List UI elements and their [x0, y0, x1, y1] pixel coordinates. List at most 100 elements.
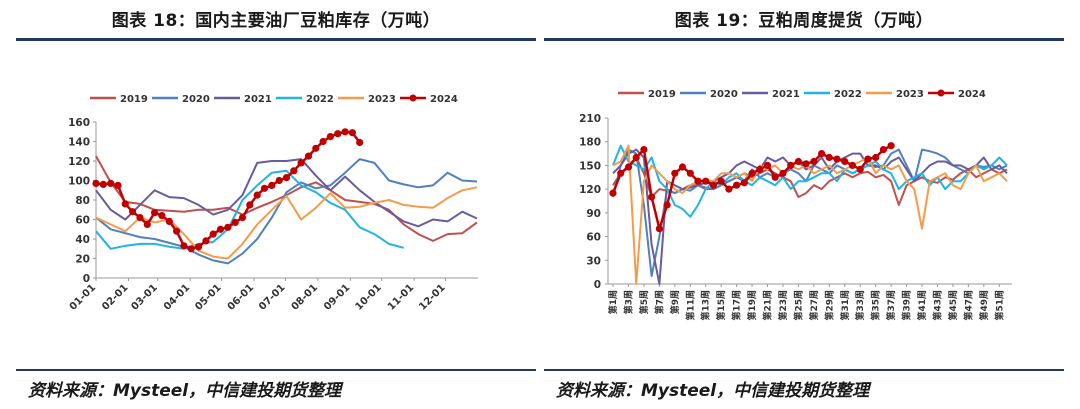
x-tick-label: 05-01	[193, 282, 223, 312]
x-tick-label: 06-01	[226, 282, 256, 312]
data-point	[216, 225, 225, 233]
data-point	[740, 179, 748, 187]
x-tick-label: 第13周	[700, 290, 712, 321]
chart-title: 图表 18：国内主要油厂豆粕库存（万吨）	[111, 11, 441, 31]
data-point	[818, 150, 826, 158]
data-point	[864, 155, 872, 163]
data-point	[841, 157, 849, 166]
x-tick-label: 第21周	[762, 290, 774, 321]
y-tick-label: 120	[68, 156, 90, 168]
data-point	[756, 165, 764, 173]
y-tick-label: 60	[75, 215, 90, 227]
legend-marker	[937, 89, 945, 97]
data-point	[260, 184, 269, 192]
legend-label: 2020	[710, 89, 738, 100]
y-tick-label: 0	[83, 273, 90, 285]
data-point	[158, 212, 166, 220]
x-tick-label: 第33周	[854, 290, 866, 321]
data-point	[121, 200, 129, 208]
data-point	[802, 160, 810, 168]
data-point	[702, 177, 710, 185]
chart-title: 图表 19：豆粕周度提货（万吨）	[674, 11, 934, 31]
series-line	[95, 155, 478, 242]
data-point	[151, 209, 159, 217]
series-line	[95, 169, 404, 250]
data-point	[671, 169, 679, 177]
x-tick-label: 第19周	[746, 290, 758, 321]
x-tick-label: 第5周	[638, 290, 650, 314]
weekly-pickup-chart: 2019 2020 2021 2022 2023 2024 0 30 60 90 120 150 180…	[579, 89, 1012, 321]
data-point	[173, 227, 181, 235]
x-tick-label: 02-01	[100, 282, 130, 312]
x-tick-label: 第25周	[792, 290, 804, 321]
data-point	[779, 169, 787, 177]
data-point	[872, 153, 880, 162]
data-point	[717, 177, 725, 185]
data-point	[246, 201, 254, 209]
x-tick-label: 09-01	[322, 282, 352, 312]
data-point	[202, 237, 210, 245]
data-point	[879, 146, 887, 154]
data-point	[136, 214, 144, 222]
x-tick-label: 第35周	[870, 290, 882, 321]
x-tick-label: 12-01	[417, 282, 447, 312]
x-tick-label: 10-01	[353, 282, 383, 312]
data-point	[748, 169, 756, 177]
data-point	[640, 146, 648, 154]
legend-label: 2024	[430, 94, 458, 105]
data-point	[609, 189, 617, 197]
x-tick-label: 第23周	[777, 290, 789, 321]
x-tick-label: 第9周	[669, 290, 681, 314]
legend-label: 2022	[834, 89, 862, 100]
x-tick-label: 第17周	[731, 290, 743, 321]
y-tick-label: 80	[75, 195, 90, 207]
y-tick-label: 140	[68, 137, 90, 149]
x-tick-label: 第29周	[823, 290, 835, 321]
y-tick-label: 40	[75, 234, 90, 246]
y-tick-label: 30	[586, 255, 601, 267]
data-point	[617, 169, 625, 177]
y-tick-label: 160	[68, 117, 90, 129]
data-point	[763, 161, 772, 169]
data-point	[165, 217, 173, 225]
y-tick-label: 180	[579, 137, 601, 149]
x-tick-label: 04-01	[162, 282, 192, 312]
data-point	[648, 193, 656, 201]
x-tick-label: 第39周	[901, 290, 913, 321]
x-tick-label: 第27周	[808, 290, 820, 321]
data-point	[810, 157, 818, 166]
series-line	[95, 186, 478, 260]
data-point	[304, 152, 313, 160]
y-tick-label: 210	[579, 113, 601, 125]
data-point	[825, 153, 833, 162]
x-tick-label: 第31周	[839, 290, 851, 321]
data-point	[686, 169, 694, 177]
legend-label: 2023	[896, 89, 924, 100]
x-tick-label: 01-01	[68, 282, 98, 312]
data-point	[282, 174, 291, 182]
data-point	[209, 230, 217, 238]
x-tick-label: 第37周	[885, 290, 897, 321]
title-rule	[544, 38, 1064, 41]
data-point	[887, 142, 895, 150]
data-point	[663, 201, 671, 209]
data-point	[709, 181, 717, 189]
legend-label: 2020	[182, 94, 210, 105]
y-tick-label: 100	[68, 176, 90, 188]
data-point	[275, 176, 283, 185]
x-tick-label: 第15周	[715, 290, 727, 321]
legend-label: 2019	[648, 89, 676, 100]
data-point	[195, 243, 203, 251]
data-point	[356, 138, 364, 147]
x-tick-label: 第3周	[622, 290, 634, 314]
series-line	[612, 148, 1008, 285]
data-point	[341, 128, 349, 136]
data-point	[787, 161, 795, 169]
x-tick-label: 07-01	[257, 282, 287, 312]
data-point	[290, 167, 298, 175]
data-point	[180, 242, 188, 250]
y-tick-label: 120	[579, 184, 601, 196]
series-line	[95, 158, 478, 265]
series-line	[612, 144, 1008, 218]
footer-rule	[544, 369, 1064, 371]
